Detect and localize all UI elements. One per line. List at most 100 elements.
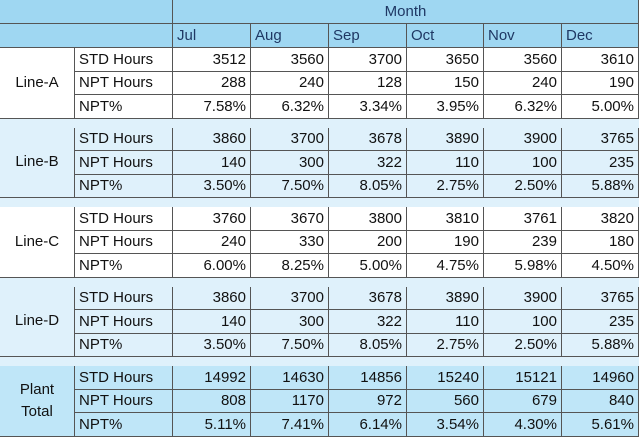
value-cell: 840 xyxy=(562,389,639,413)
metric-label: STD Hours xyxy=(75,207,173,231)
value-cell: 3761 xyxy=(484,207,562,231)
metric-label: STD Hours xyxy=(75,48,173,72)
value-cell: 6.32% xyxy=(484,95,562,119)
header-blank xyxy=(0,0,173,24)
value-cell: 14992 xyxy=(173,366,251,390)
value-cell: 14856 xyxy=(329,366,407,390)
value-cell: 200 xyxy=(329,230,407,254)
value-cell: 560 xyxy=(407,389,484,413)
value-cell: 3.50% xyxy=(173,174,251,198)
value-cell: 2.50% xyxy=(484,333,562,357)
value-cell: 2.50% xyxy=(484,174,562,198)
value-cell: 3.95% xyxy=(407,95,484,119)
metric-label: NPT Hours xyxy=(75,389,173,413)
value-cell: 14960 xyxy=(562,366,639,390)
value-cell: 100 xyxy=(484,151,562,175)
value-cell: 3512 xyxy=(173,48,251,72)
metric-label: NPT Hours xyxy=(75,310,173,334)
value-cell: 3560 xyxy=(251,48,329,72)
value-cell: 7.50% xyxy=(251,174,329,198)
value-cell: 180 xyxy=(562,230,639,254)
value-cell: 3650 xyxy=(407,48,484,72)
value-cell: 7.50% xyxy=(251,333,329,357)
value-cell: 3610 xyxy=(562,48,639,72)
group-label: Line-B xyxy=(0,127,75,198)
value-cell: 6.00% xyxy=(173,254,251,278)
value-cell: 8.05% xyxy=(329,174,407,198)
group-label: Line-A xyxy=(0,48,75,119)
value-cell: 3800 xyxy=(329,207,407,231)
value-cell: 2.75% xyxy=(407,333,484,357)
metric-label: NPT Hours xyxy=(75,71,173,95)
value-cell: 3700 xyxy=(329,48,407,72)
header-blank xyxy=(0,24,173,48)
month-header: Month xyxy=(173,0,639,24)
group-label: Plant Total xyxy=(0,366,75,437)
metric-label: STD Hours xyxy=(75,127,173,151)
value-cell: 8.25% xyxy=(251,254,329,278)
metric-label: NPT% xyxy=(75,95,173,119)
group-gap xyxy=(0,198,639,207)
value-cell: 3560 xyxy=(484,48,562,72)
value-cell: 808 xyxy=(173,389,251,413)
value-cell: 240 xyxy=(251,71,329,95)
value-cell: 3678 xyxy=(329,286,407,310)
value-cell: 4.50% xyxy=(562,254,639,278)
group-label: Line-C xyxy=(0,207,75,278)
value-cell: 235 xyxy=(562,151,639,175)
value-cell: 322 xyxy=(329,151,407,175)
metric-label: NPT% xyxy=(75,174,173,198)
value-cell: 140 xyxy=(173,310,251,334)
group-gap xyxy=(0,118,639,128)
value-cell: 5.61% xyxy=(562,413,639,437)
metric-label: NPT% xyxy=(75,254,173,278)
value-cell: 2.75% xyxy=(407,174,484,198)
value-cell: 15121 xyxy=(484,366,562,390)
value-cell: 3.50% xyxy=(173,333,251,357)
value-cell: 3.54% xyxy=(407,413,484,437)
metric-label: NPT% xyxy=(75,413,173,437)
value-cell: 3765 xyxy=(562,286,639,310)
value-cell: 240 xyxy=(173,230,251,254)
value-cell: 3860 xyxy=(173,127,251,151)
value-cell: 5.11% xyxy=(173,413,251,437)
value-cell: 14630 xyxy=(251,366,329,390)
value-cell: 330 xyxy=(251,230,329,254)
value-cell: 300 xyxy=(251,151,329,175)
value-cell: 3700 xyxy=(251,286,329,310)
value-cell: 140 xyxy=(173,151,251,175)
value-cell: 1170 xyxy=(251,389,329,413)
value-cell: 679 xyxy=(484,389,562,413)
value-cell: 3860 xyxy=(173,286,251,310)
value-cell: 5.98% xyxy=(484,254,562,278)
value-cell: 128 xyxy=(329,71,407,95)
value-cell: 300 xyxy=(251,310,329,334)
month-label: Aug xyxy=(251,24,329,48)
value-cell: 190 xyxy=(562,71,639,95)
group-label: Line-D xyxy=(0,286,75,357)
value-cell: 7.41% xyxy=(251,413,329,437)
value-cell: 6.32% xyxy=(251,95,329,119)
value-cell: 3700 xyxy=(251,127,329,151)
month-label: Nov xyxy=(484,24,562,48)
value-cell: 322 xyxy=(329,310,407,334)
value-cell: 150 xyxy=(407,71,484,95)
value-cell: 235 xyxy=(562,310,639,334)
month-label: Jul xyxy=(173,24,251,48)
value-cell: 3900 xyxy=(484,286,562,310)
value-cell: 4.75% xyxy=(407,254,484,278)
metric-label: STD Hours xyxy=(75,286,173,310)
value-cell: 7.58% xyxy=(173,95,251,119)
value-cell: 3678 xyxy=(329,127,407,151)
value-cell: 3900 xyxy=(484,127,562,151)
value-cell: 5.00% xyxy=(329,254,407,278)
metric-label: NPT Hours xyxy=(75,230,173,254)
value-cell: 4.30% xyxy=(484,413,562,437)
group-gap xyxy=(0,277,639,287)
group-gap xyxy=(0,357,639,366)
value-cell: 190 xyxy=(407,230,484,254)
value-cell: 240 xyxy=(484,71,562,95)
value-cell: 5.88% xyxy=(562,333,639,357)
value-cell: 288 xyxy=(173,71,251,95)
